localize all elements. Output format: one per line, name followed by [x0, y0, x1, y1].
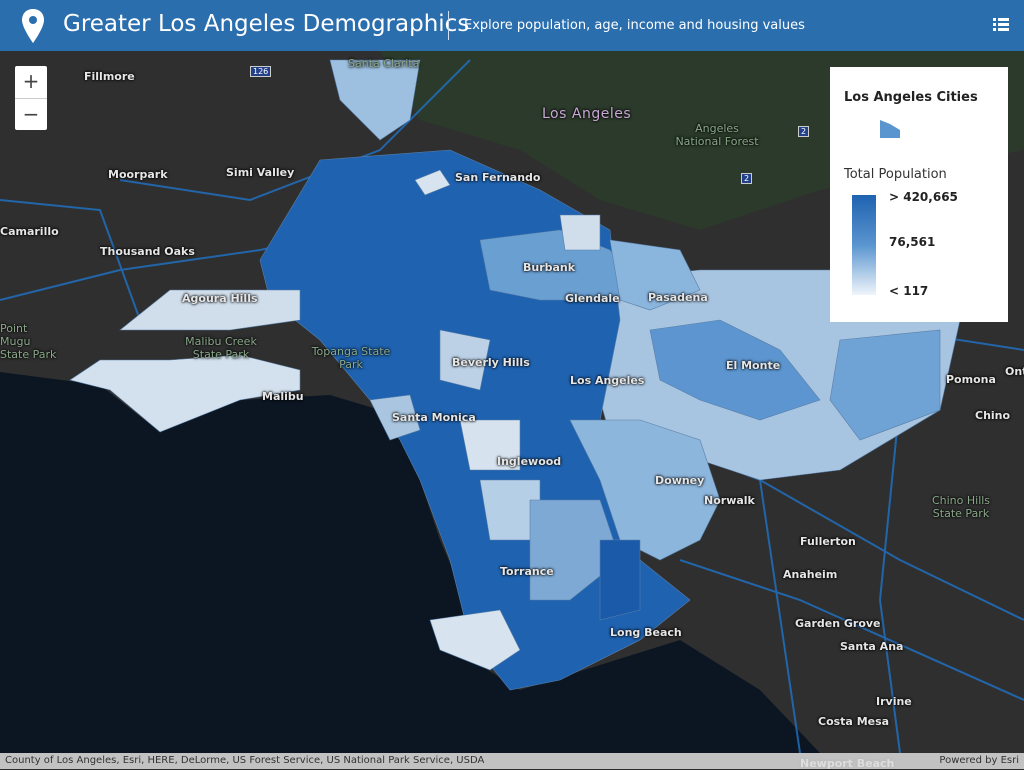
map-label: Anaheim — [783, 568, 838, 581]
app-icon — [22, 9, 44, 43]
menu-button[interactable] — [993, 18, 1009, 32]
ocean — [0, 372, 820, 753]
map-label: Thousand Oaks — [100, 245, 195, 258]
map-label: Torrance — [500, 565, 554, 578]
legend-ramp — [852, 195, 876, 295]
map-label: Malibu Creek State Park — [185, 335, 257, 361]
map-label: Garden Grove — [795, 617, 881, 630]
map-label: Santa Ana — [840, 640, 904, 653]
map-label: Costa Mesa — [818, 715, 890, 728]
map-label: Fillmore — [84, 70, 135, 83]
highway-shield: 126 — [250, 66, 272, 77]
legend-layer: Los Angeles Cities — [844, 90, 978, 105]
zoom-in[interactable]: + — [15, 66, 47, 99]
header: Greater Los Angeles Demographics Explore… — [0, 0, 1024, 51]
map-label: Glendale — [565, 292, 620, 305]
map-label: Santa Clarita — [348, 57, 420, 70]
map-label: Chino Hills State Park — [931, 494, 991, 520]
map-label: Simi Valley — [226, 166, 295, 179]
map-label: Irvine — [876, 695, 912, 708]
map-label: Burbank — [523, 261, 576, 274]
map-label: Malibu — [262, 390, 304, 403]
legend-field: Total Population — [844, 167, 947, 182]
map-label: San Fernando — [455, 171, 541, 184]
legend-swatch — [880, 120, 900, 138]
legend-stop-label: 76,561 — [889, 235, 936, 249]
map-label: Camarillo — [0, 225, 59, 238]
map-label: Angeles National Forest — [675, 122, 759, 148]
map-label: Norwalk — [704, 494, 755, 507]
map-label: Ont — [1005, 365, 1024, 378]
legend-stop-label: > 420,665 — [889, 190, 958, 204]
map-label: Pomona — [946, 373, 996, 386]
map-label: Fullerton — [800, 535, 856, 548]
map-label: Downey — [655, 474, 705, 487]
map-label: Chino — [975, 409, 1011, 422]
map-label: Point Mugu State Park — [0, 322, 57, 361]
zoom-out[interactable]: − — [22, 102, 40, 126]
map-label: Los Angeles — [542, 106, 632, 122]
highway-shield: 2 — [741, 173, 753, 184]
highway-shield: 2 — [798, 126, 810, 137]
app-subtitle: Explore population, age, income and hous… — [464, 18, 805, 33]
map-label: Santa Monica — [392, 411, 476, 424]
attribution: County of Los Angeles, Esri, HERE, DeLor… — [5, 755, 485, 766]
powered-by: Powered by Esri — [939, 753, 1019, 769]
separator — [448, 11, 449, 40]
map-label: El Monte — [726, 359, 781, 372]
zoom-control: + − — [15, 66, 47, 130]
powered-text: Powered by — [939, 755, 998, 766]
legend: Los Angeles Cities Total Population > 42… — [830, 67, 1008, 322]
city-polygons — [69, 59, 961, 691]
map-label: Topanga State Park — [311, 345, 391, 371]
app-title: Greater Los Angeles Demographics — [63, 11, 470, 37]
map-label: Moorpark — [108, 168, 168, 181]
legend-stop-label: < 117 — [889, 284, 929, 298]
map-label: Agoura Hills — [182, 292, 258, 305]
attribution-bar: County of Los Angeles, Esri, HERE, DeLor… — [0, 753, 1024, 769]
map-label: Beverly Hills — [452, 356, 530, 369]
map-label: Los Angeles — [570, 374, 645, 387]
esri-link[interactable]: Esri — [1000, 755, 1019, 766]
map-label: Pasadena — [648, 291, 708, 304]
map-label: Long Beach — [610, 626, 682, 639]
map-label: Inglewood — [497, 455, 562, 468]
